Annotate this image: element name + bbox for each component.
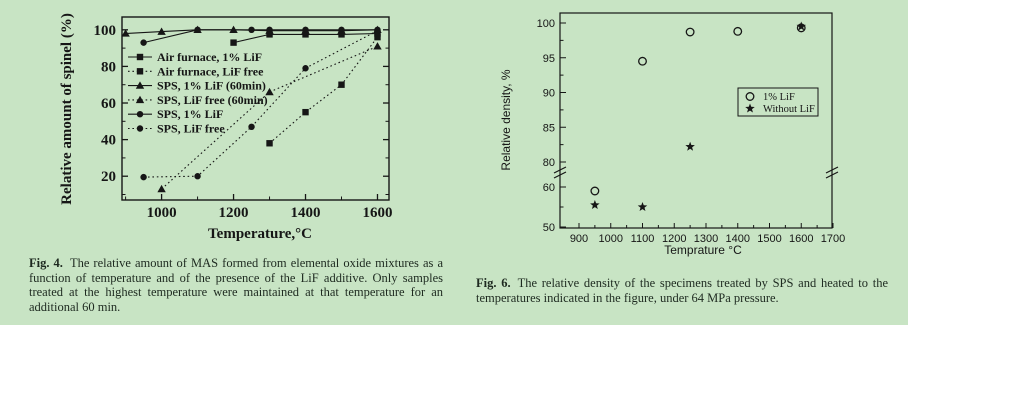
fig4-chart: 1000 1200 1400 1600 20 40 60 80 100 Air furnace, … [55, 5, 423, 255]
marker-square [338, 81, 345, 88]
fig6-legend-box [737, 87, 819, 117]
x-tick-label: 1300 [694, 233, 718, 245]
marker-star [637, 202, 648, 212]
fig4-ylabel: Relative amount of spinel (%) [59, 13, 75, 205]
axis-break-right [825, 166, 839, 174]
marker-star [685, 141, 695, 151]
series-line [143, 30, 378, 178]
y-tick-label: 20 [101, 169, 116, 185]
marker-triangle [121, 29, 130, 37]
marker-circle [374, 27, 381, 34]
y-tick-label: 80 [101, 59, 116, 75]
marker-star [796, 21, 807, 31]
x-tick-label: 1100 [631, 233, 655, 245]
marker-star [745, 103, 755, 113]
marker-triangle [135, 95, 145, 104]
axis-break-left [553, 171, 567, 179]
y-tick-label: 90 [543, 88, 555, 100]
x-tick-label: 1400 [726, 233, 750, 245]
marker-square [302, 31, 309, 38]
fig6-caption-text: The relative density of the specimens tr… [476, 276, 888, 305]
x-tick-label: 1400 [291, 205, 321, 221]
axis-break-right [825, 171, 839, 179]
legend-label: SPS, 1% LiF [157, 107, 223, 121]
marker-triangle [135, 81, 145, 89]
x-tick-label: 1200 [662, 233, 686, 245]
fig6-plot: 900 1000 1100 1200 1300 1400 1500 1600 1700 80 85 9… [499, 12, 845, 257]
fig6-caption: Fig. 6. The relative density of the speci… [476, 276, 888, 305]
legend-label: 1% LiF [763, 92, 795, 103]
y-tick-label: 60 [101, 96, 116, 112]
marker-open-circle [733, 26, 743, 36]
x-tick-label: 1000 [599, 233, 623, 245]
marker-circle [338, 26, 345, 34]
x-tick-label: 900 [570, 233, 588, 245]
marker-circle [140, 173, 147, 181]
marker-square [266, 140, 273, 147]
fig6-ylabel: Relative density, % [499, 69, 513, 170]
marker-square [230, 39, 237, 46]
marker-circle [136, 111, 144, 118]
marker-circle [302, 65, 309, 72]
fig4-caption: Fig. 4. The relative amount of MAS formed… [29, 256, 443, 314]
legend-label: Air furnace, 1% LiF [157, 50, 262, 64]
legend-label: Without LiF [763, 104, 815, 115]
marker-open-circle [745, 92, 755, 101]
marker-square [374, 33, 381, 41]
marker-circle [248, 26, 255, 34]
marker-circle [194, 173, 201, 180]
figure-panel-background [0, 0, 908, 325]
marker-triangle [373, 42, 382, 50]
legend-label: Air furnace, LiF free [157, 64, 264, 78]
marker-open-circle [590, 186, 600, 196]
x-tick-label: 1200 [219, 205, 249, 221]
marker-open-circle [685, 27, 695, 37]
y-tick-label: 100 [94, 23, 117, 39]
x-tick-label: 1000 [147, 205, 177, 221]
fig4-frame [121, 16, 390, 201]
marker-triangle [265, 87, 274, 96]
marker-square [136, 53, 144, 61]
y-tick-label: 85 [543, 122, 555, 134]
marker-open-circle [638, 56, 647, 66]
y-tick-label: 50 [543, 222, 555, 234]
fig6-chart: 900 1000 1100 1200 1300 1400 1500 1600 1700 80 85 9… [480, 0, 904, 268]
y-tick-label: 100 [537, 18, 555, 30]
marker-circle [140, 39, 147, 46]
marker-triangle [157, 184, 166, 193]
x-tick-label: 1700 [821, 233, 845, 245]
y-tick-label: 40 [101, 133, 116, 149]
fig4-caption-text: The relative amount of MAS formed from e… [29, 256, 444, 314]
marker-star [590, 200, 600, 210]
axis-break-left [553, 166, 567, 174]
marker-square [266, 31, 273, 38]
marker-circle [136, 125, 144, 132]
fig4-plot: 1000 1200 1400 1600 20 40 60 80 100 Air furnace, … [59, 13, 392, 242]
fig6-xlabel: Temprature °C [664, 243, 742, 257]
y-tick-label: 80 [543, 157, 555, 169]
fig4-xlabel: Temperature,°C [208, 226, 312, 242]
marker-square [302, 108, 309, 116]
y-tick-label: 60 [543, 182, 555, 194]
marker-square [136, 68, 144, 75]
marker-square [338, 31, 345, 38]
legend-label: SPS, LiF free [157, 122, 225, 136]
y-tick-label: 95 [543, 53, 555, 65]
marker-circle [194, 26, 201, 34]
fig6-frame [559, 12, 833, 229]
x-tick-label: 1500 [757, 233, 781, 245]
fig4-caption-label: Fig. 4. [29, 256, 63, 270]
marker-triangle [157, 27, 166, 35]
marker-circle [266, 26, 273, 34]
x-tick-label: 1600 [789, 233, 813, 245]
legend-label: SPS, 1% LiF (60min) [157, 79, 266, 93]
legend-label: SPS, LiF free (60min) [157, 93, 268, 107]
x-tick-label: 1600 [362, 205, 392, 221]
fig6-caption-label: Fig. 6. [476, 276, 511, 290]
marker-circle [248, 123, 255, 130]
marker-circle [302, 26, 309, 34]
